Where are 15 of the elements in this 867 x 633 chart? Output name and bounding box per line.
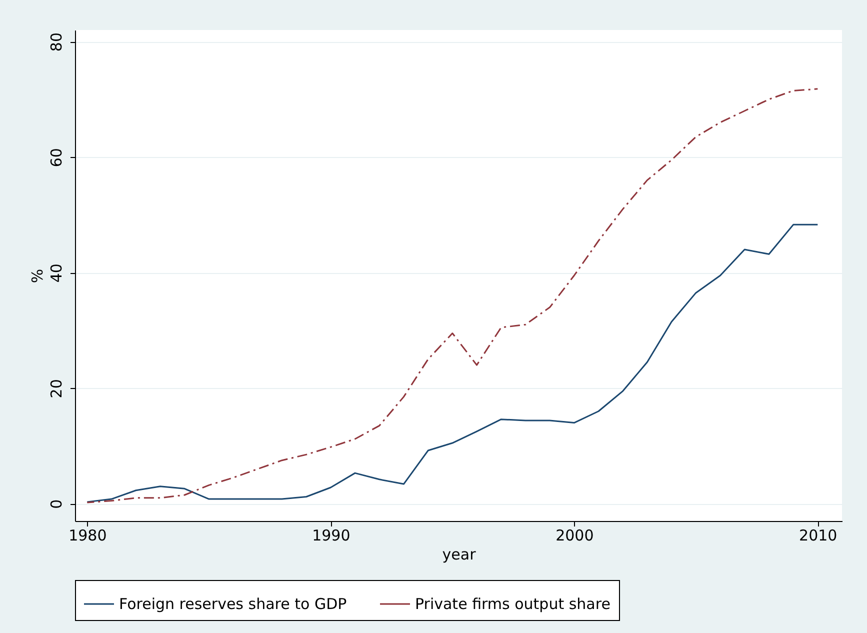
line-series [86,224,818,503]
legend-label: Foreign reserves share to GDP [119,595,347,613]
y-tick-label: 40 [48,264,66,283]
x-tick-label: 1990 [312,526,350,544]
line-series [86,88,818,504]
y-tick-label: 80 [48,32,66,52]
y-tick-label: 20 [48,379,66,398]
y-tick-label: 60 [48,148,66,168]
x-tick-label: 2010 [799,526,838,544]
x-tick-label: 1980 [68,526,107,544]
x-tick-label: 2000 [556,526,594,544]
y-axis-title: % [28,268,46,284]
legend-label: Private firms output share [415,595,610,613]
x-axis-title: year [442,546,477,564]
y-tick-label: 0 [48,499,66,509]
